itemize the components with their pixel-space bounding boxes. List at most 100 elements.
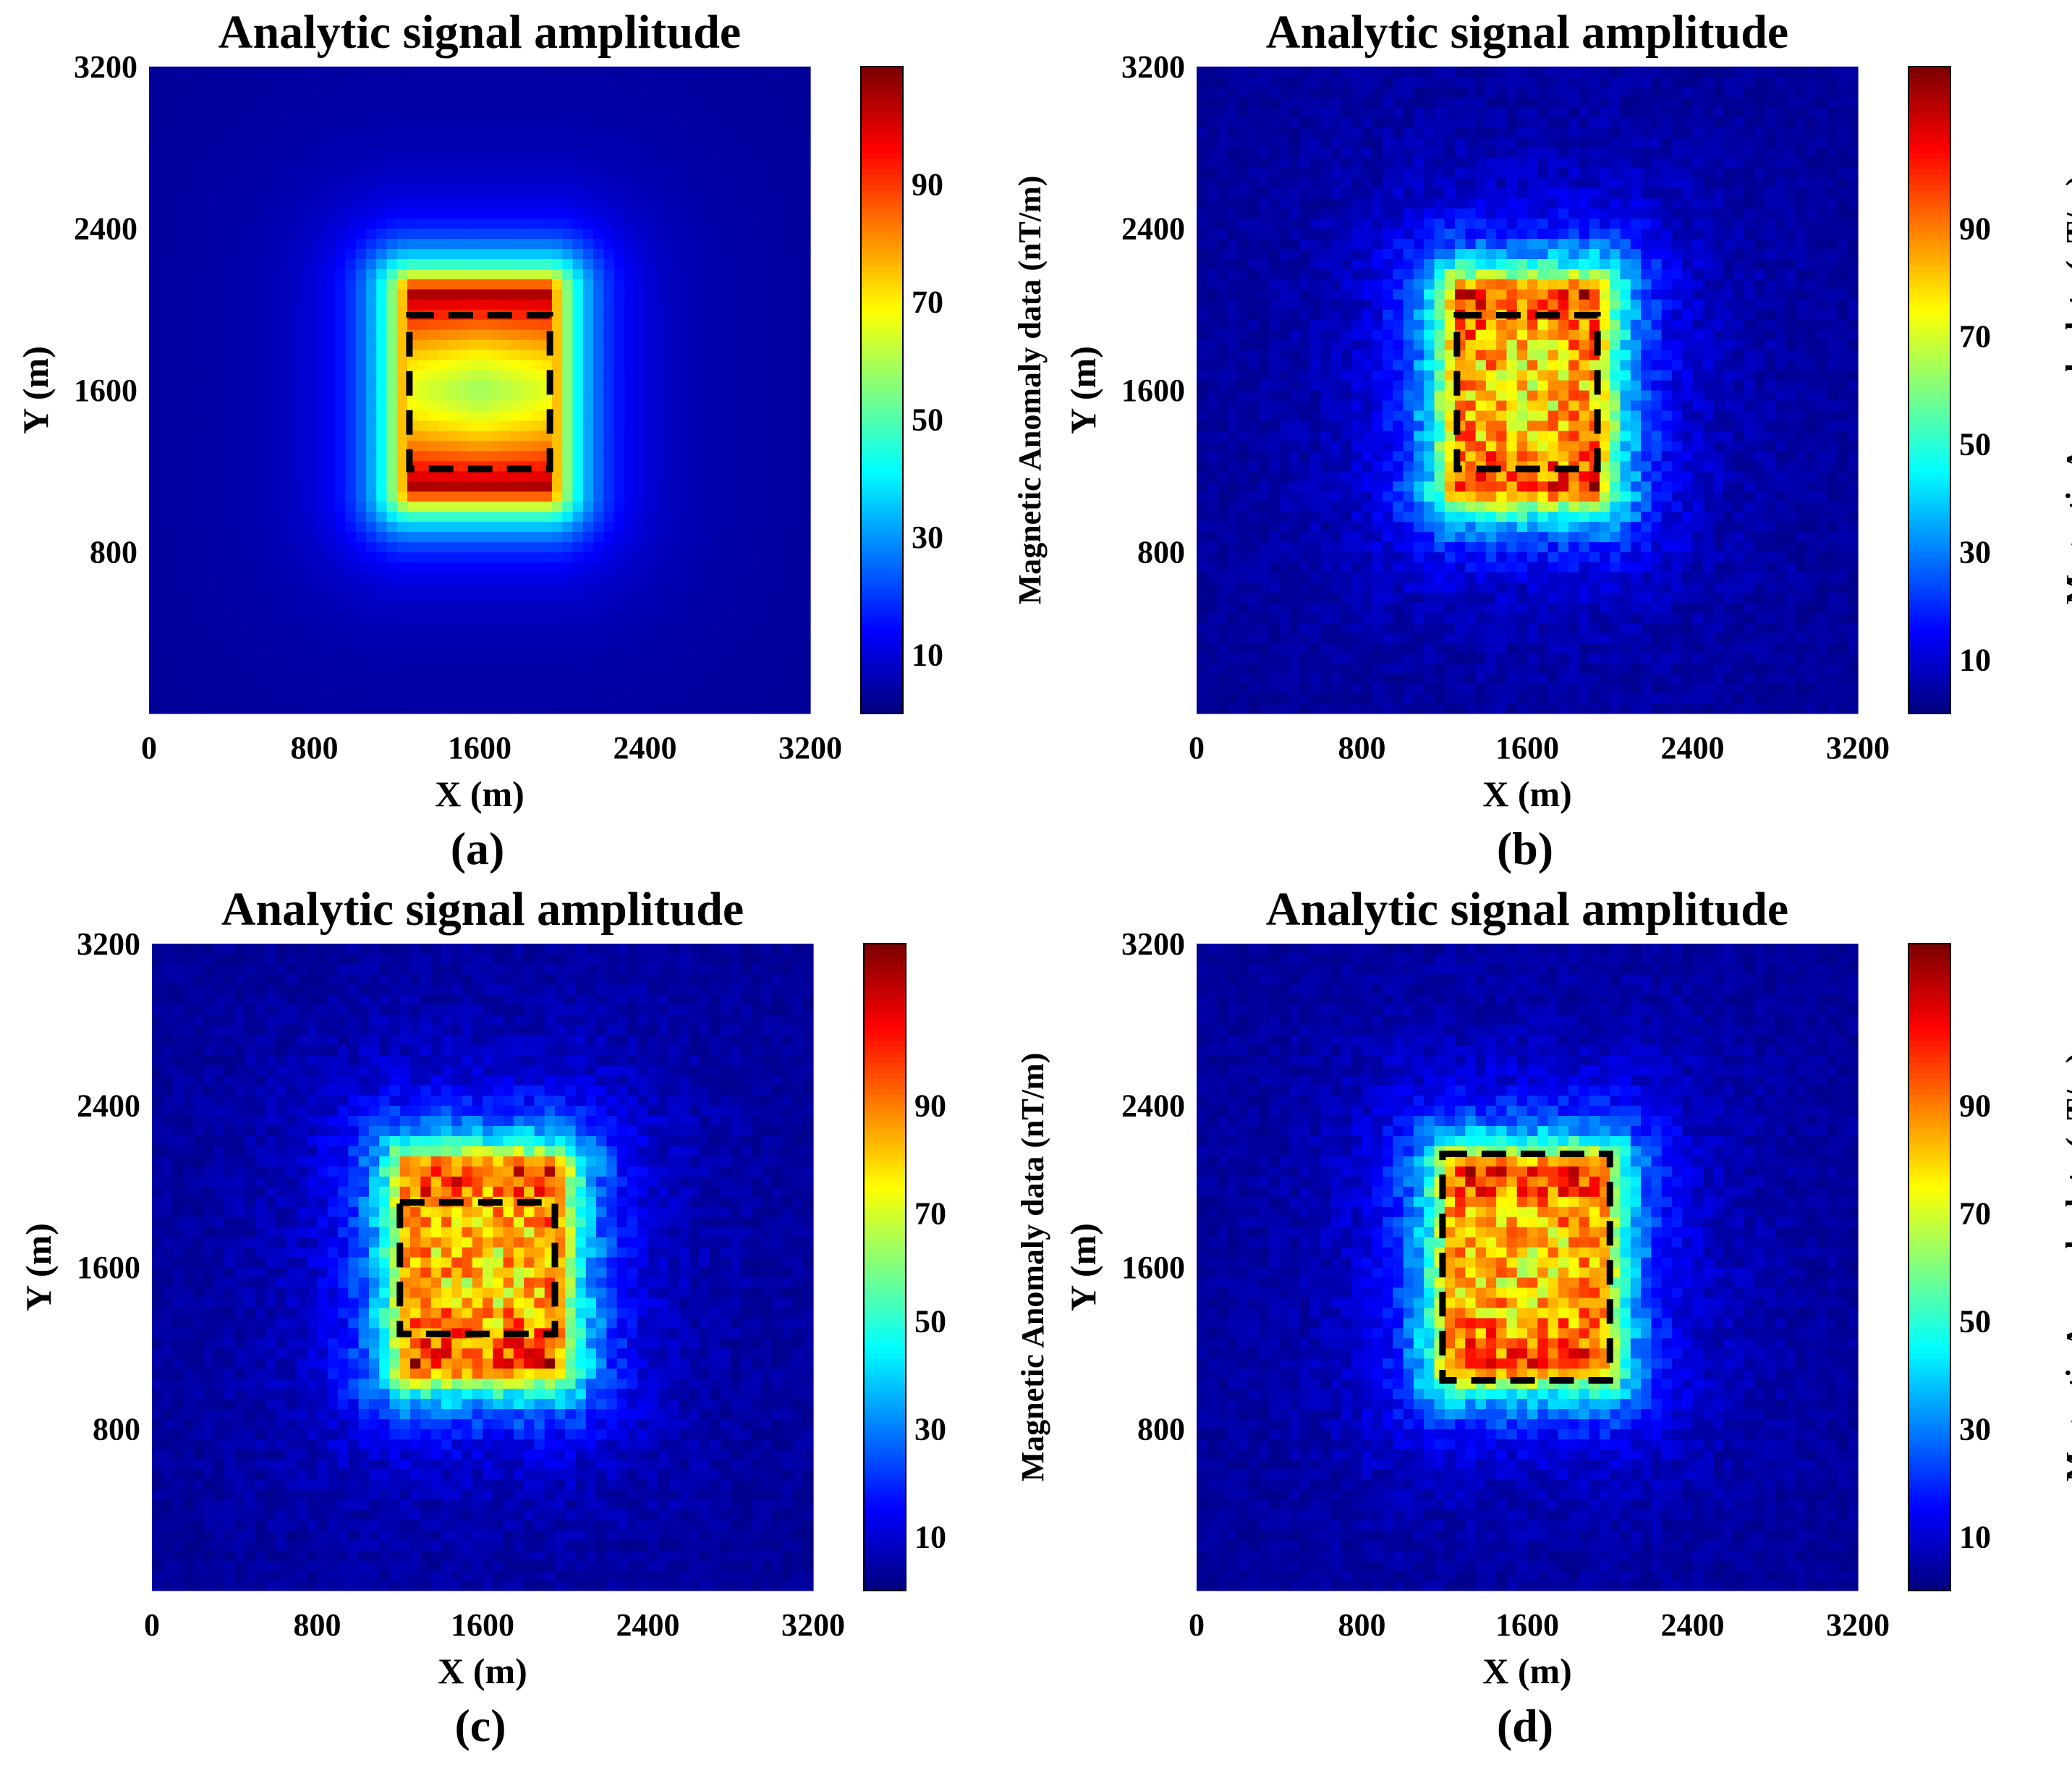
heatmap-cell xyxy=(211,117,222,128)
heatmap-cell xyxy=(655,673,666,684)
heatmap-cell xyxy=(779,602,791,613)
heatmap-cell xyxy=(273,248,284,260)
heatmap-cell xyxy=(149,218,160,229)
heatmap-cell xyxy=(593,329,604,340)
heatmap-cell xyxy=(666,450,676,462)
heatmap-cell xyxy=(179,470,191,482)
heatmap-cell xyxy=(190,279,202,289)
heatmap-cell xyxy=(799,258,811,269)
heatmap-cells-a xyxy=(149,67,811,714)
heatmap-cell xyxy=(768,683,780,694)
heatmap-cell xyxy=(407,299,418,310)
heatmap-cell xyxy=(263,268,273,279)
heatmap-cell xyxy=(551,501,563,512)
heatmap-cell xyxy=(582,319,594,330)
heatmap-cell xyxy=(490,218,501,229)
heatmap-cell xyxy=(799,663,811,674)
heatmap-cell xyxy=(304,279,315,289)
heatmap-cell xyxy=(510,329,522,340)
heatmap-cell xyxy=(500,491,511,502)
heatmap-cell xyxy=(314,430,326,441)
heatmap-cell xyxy=(686,360,697,371)
heatmap-cell xyxy=(779,106,791,118)
heatmap-cell xyxy=(593,248,604,260)
heatmap-cell xyxy=(707,167,718,179)
heatmap-cell xyxy=(603,602,615,613)
heatmap-cell xyxy=(696,218,708,229)
heatmap-cell xyxy=(232,622,243,633)
heatmap-cell xyxy=(407,612,418,623)
heatmap-cell xyxy=(1217,258,1228,269)
heatmap-cell xyxy=(655,309,666,320)
heatmap-cell xyxy=(789,279,801,289)
heatmap-cell xyxy=(376,198,388,209)
heatmap-cell xyxy=(666,279,676,289)
heatmap-cell xyxy=(449,450,460,462)
heatmap-cell xyxy=(252,329,263,340)
heatmap-cell xyxy=(365,238,377,250)
heatmap-cell xyxy=(1197,137,1207,148)
heatmap-cell xyxy=(1217,481,1228,492)
heatmap-cell xyxy=(779,370,791,381)
heatmap-cell xyxy=(1197,562,1207,573)
heatmap-cell xyxy=(283,187,294,199)
heatmap-cell xyxy=(386,279,398,289)
heatmap-cell xyxy=(531,501,543,512)
heatmap-cell xyxy=(386,572,398,583)
heatmap-cell xyxy=(500,208,511,219)
heatmap-cell xyxy=(1197,399,1207,411)
heatmap-cell xyxy=(200,460,212,472)
heatmap-cell xyxy=(510,67,522,77)
heatmap-cell xyxy=(211,673,222,684)
heatmap-cell xyxy=(738,96,749,108)
heatmap-cell xyxy=(149,299,160,310)
heatmap-cell xyxy=(396,643,408,653)
heatmap-cell xyxy=(510,541,522,553)
heatmap-cell xyxy=(304,541,315,553)
heatmap-cell xyxy=(283,470,294,482)
heatmap-cell xyxy=(459,693,470,704)
colorbar-step xyxy=(861,449,903,456)
heatmap-cell xyxy=(624,632,635,643)
heatmap-cell xyxy=(335,541,346,553)
heatmap-cell xyxy=(324,350,336,360)
heatmap-cell xyxy=(758,76,770,88)
heatmap-cell xyxy=(1248,450,1260,462)
heatmap-cell xyxy=(159,551,171,563)
heatmap-cell xyxy=(1258,470,1270,482)
heatmap-cell xyxy=(1289,703,1301,714)
heatmap-cell xyxy=(179,663,191,674)
heatmap-cell xyxy=(314,177,326,189)
heatmap-cell xyxy=(335,481,346,492)
heatmap-cell xyxy=(1299,319,1311,330)
colorbar-step xyxy=(861,433,903,439)
heatmap-cell xyxy=(562,96,574,108)
heatmap-cell xyxy=(169,399,181,411)
heatmap-cell xyxy=(696,380,708,391)
heatmap-cell xyxy=(1310,268,1321,279)
heatmap-cell xyxy=(603,268,615,279)
heatmap-cell xyxy=(428,360,439,371)
heatmap-cell xyxy=(1207,339,1218,350)
heatmap-cell xyxy=(603,187,615,199)
heatmap-cell xyxy=(459,430,470,441)
heatmap-cell xyxy=(634,521,646,533)
heatmap-cell xyxy=(1238,208,1249,219)
heatmap-cell xyxy=(686,289,697,300)
heatmap-cell xyxy=(676,551,687,563)
heatmap-cell xyxy=(748,673,760,684)
heatmap-cell xyxy=(707,127,718,138)
heatmap-cell xyxy=(500,643,511,653)
heatmap-cell xyxy=(376,551,388,563)
heatmap-cell xyxy=(645,602,656,613)
heatmap-cell xyxy=(613,410,625,421)
heatmap-cell xyxy=(407,693,418,704)
heatmap-cell xyxy=(1268,157,1280,169)
colorbar-step xyxy=(861,104,903,111)
heatmap-cell xyxy=(428,643,439,653)
heatmap-cell xyxy=(376,238,388,250)
heatmap-cell xyxy=(758,127,770,138)
heatmap-cell xyxy=(707,460,718,472)
heatmap-cell xyxy=(335,491,346,502)
heatmap-cell xyxy=(789,309,801,320)
